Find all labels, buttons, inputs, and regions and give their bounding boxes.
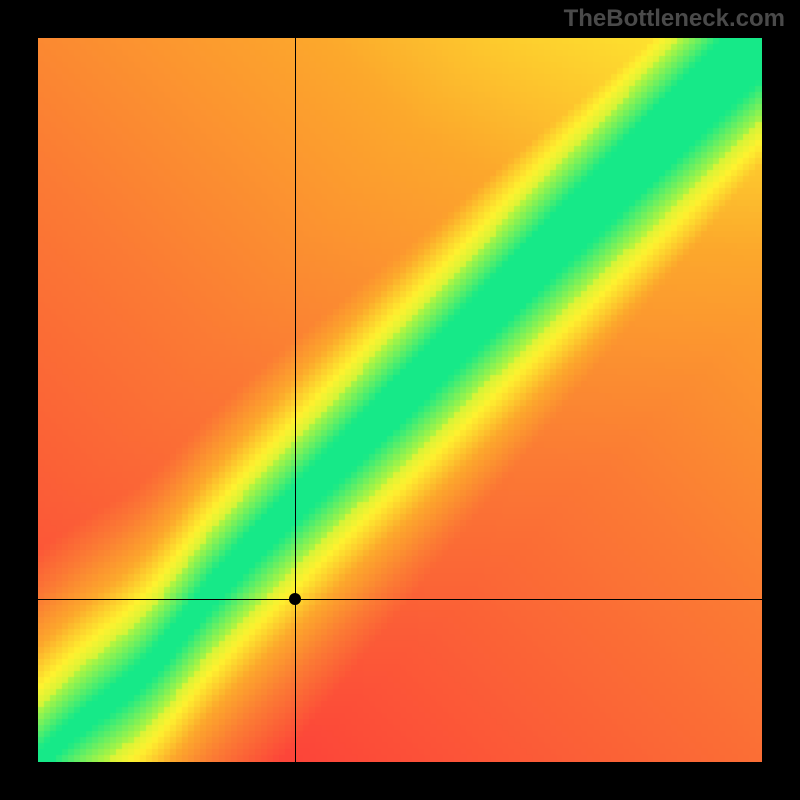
heatmap-canvas — [38, 38, 762, 762]
heatmap-chart — [38, 38, 762, 762]
crosshair-marker — [289, 593, 301, 605]
attribution-text: TheBottleneck.com — [564, 5, 785, 33]
crosshair-horizontal — [38, 599, 762, 600]
chart-container: TheBottleneck.com — [0, 0, 800, 800]
crosshair-vertical — [295, 38, 296, 762]
